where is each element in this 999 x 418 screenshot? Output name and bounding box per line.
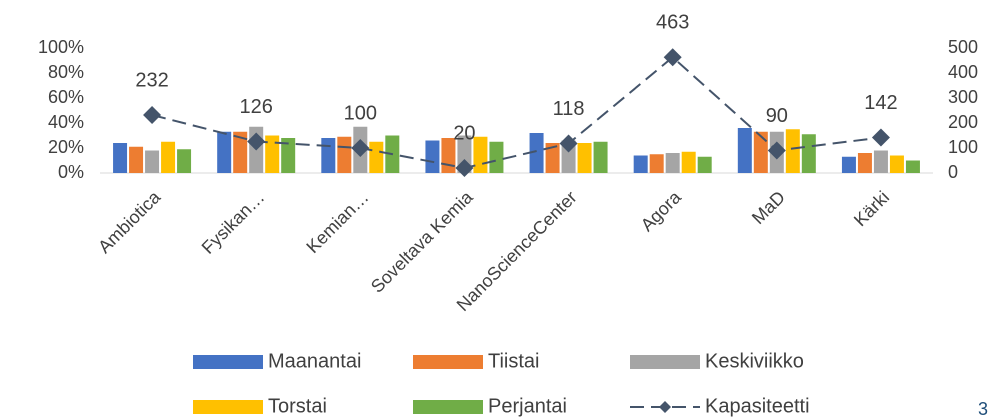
bar — [369, 141, 384, 173]
legend-label: Keskiviikko — [705, 350, 804, 372]
marker — [455, 159, 474, 177]
marker — [247, 132, 266, 151]
legend-label: Maanantai — [268, 350, 361, 372]
bar — [217, 131, 232, 173]
x-tick-label: NanoScienceCenter — [453, 187, 581, 315]
x-tick-label: Soveltava Kemia — [367, 186, 477, 296]
data-label: 142 — [864, 92, 897, 114]
bar — [593, 141, 608, 173]
bar — [665, 153, 680, 173]
x-tick-label: Ambiotica — [94, 186, 165, 257]
y2-tick-label: 400 — [948, 62, 978, 82]
x-tick-label: Kärki — [850, 187, 893, 230]
y-tick-label: 20% — [48, 137, 84, 157]
y-tick-label: 100% — [38, 37, 84, 57]
bar — [545, 143, 560, 173]
y-tick-label: 0% — [58, 162, 84, 182]
y2-tick-label: 500 — [948, 37, 978, 57]
legend-label: Torstai — [268, 395, 327, 417]
bar — [577, 143, 592, 173]
bar — [873, 150, 888, 173]
y-tick-label: 60% — [48, 87, 84, 107]
data-label: 100 — [344, 102, 377, 124]
y2-tick-label: 200 — [948, 112, 978, 132]
bar — [337, 136, 352, 173]
bar — [129, 146, 144, 173]
legend-swatch — [413, 355, 483, 369]
legend-swatch — [193, 355, 263, 369]
y2-tick-label: 0 — [948, 162, 958, 182]
legend-label: Perjantai — [488, 395, 567, 417]
bar — [145, 150, 160, 173]
bar — [177, 149, 192, 173]
legend-swatch — [630, 355, 700, 369]
legend-label: Kapasiteetti — [705, 395, 810, 417]
marker — [351, 139, 370, 157]
legend-marker — [659, 401, 671, 413]
line — [151, 55, 882, 170]
data-label: 126 — [240, 96, 273, 118]
x-tick-label: Agora — [637, 186, 686, 235]
bar — [889, 155, 904, 173]
marker — [767, 141, 786, 160]
y2-tick-label: 100 — [948, 137, 978, 157]
bar — [697, 156, 712, 173]
y-tick-label: 80% — [48, 62, 84, 82]
data-label: 20 — [453, 122, 475, 144]
x-tick-label: Kemian… — [302, 187, 372, 257]
bar — [681, 151, 696, 173]
legend-label: Tiistai — [488, 350, 539, 372]
data-label: 463 — [656, 12, 689, 34]
bar — [489, 141, 504, 173]
bar — [785, 129, 800, 173]
legend-swatch — [193, 400, 263, 414]
bar — [425, 140, 440, 173]
bar — [841, 156, 856, 173]
bar — [281, 138, 296, 173]
bar — [265, 135, 280, 173]
legend-swatch — [413, 400, 483, 414]
page-number: 3 — [978, 399, 988, 418]
data-label: 90 — [766, 105, 788, 127]
bar — [529, 133, 544, 173]
bar — [801, 134, 816, 173]
x-tick-label: Fysikan… — [198, 187, 269, 258]
bar — [161, 141, 176, 173]
marker — [663, 48, 682, 67]
data-label: 232 — [135, 69, 168, 91]
marker — [559, 134, 578, 153]
bar — [905, 160, 920, 173]
bar — [113, 143, 128, 173]
bar — [649, 154, 664, 173]
x-tick-label: MaD — [748, 187, 789, 228]
bar — [633, 155, 648, 173]
marker — [871, 128, 890, 147]
bar — [857, 153, 872, 173]
y-tick-label: 40% — [48, 112, 84, 132]
bar — [737, 128, 752, 173]
bar — [753, 131, 768, 173]
data-label: 118 — [553, 98, 585, 120]
marker — [143, 106, 162, 124]
bar — [321, 138, 336, 173]
y2-tick-label: 300 — [948, 87, 978, 107]
bar — [233, 131, 248, 173]
